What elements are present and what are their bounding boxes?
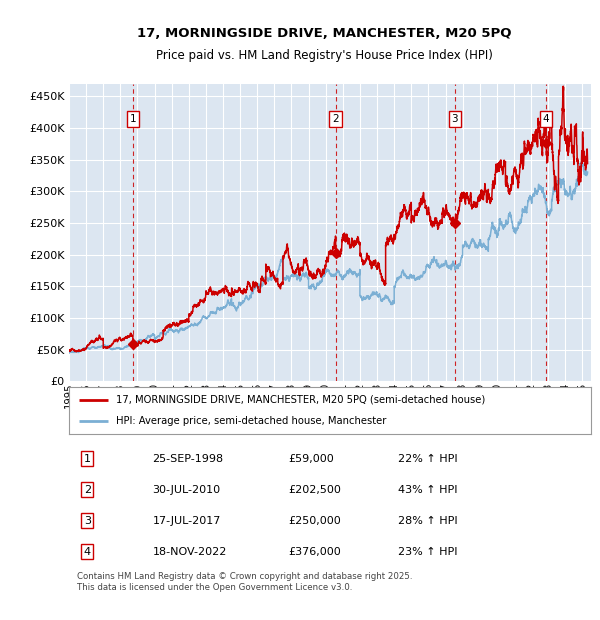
Text: 17, MORNINGSIDE DRIVE, MANCHESTER, M20 5PQ (semi-detached house): 17, MORNINGSIDE DRIVE, MANCHESTER, M20 5… [116, 395, 485, 405]
Text: 3: 3 [451, 115, 458, 125]
Text: 17-JUL-2017: 17-JUL-2017 [152, 516, 221, 526]
Text: £376,000: £376,000 [288, 547, 341, 557]
Text: 43% ↑ HPI: 43% ↑ HPI [398, 485, 457, 495]
Text: 3: 3 [84, 516, 91, 526]
Text: 1: 1 [130, 115, 136, 125]
Text: HPI: Average price, semi-detached house, Manchester: HPI: Average price, semi-detached house,… [116, 417, 386, 427]
Text: 23% ↑ HPI: 23% ↑ HPI [398, 547, 457, 557]
Text: 4: 4 [543, 115, 550, 125]
Text: 1: 1 [84, 454, 91, 464]
Text: 17, MORNINGSIDE DRIVE, MANCHESTER, M20 5PQ: 17, MORNINGSIDE DRIVE, MANCHESTER, M20 5… [137, 27, 511, 40]
Text: 4: 4 [84, 547, 91, 557]
Text: £250,000: £250,000 [288, 516, 341, 526]
Text: 28% ↑ HPI: 28% ↑ HPI [398, 516, 457, 526]
Text: Price paid vs. HM Land Registry's House Price Index (HPI): Price paid vs. HM Land Registry's House … [155, 49, 493, 62]
Text: Contains HM Land Registry data © Crown copyright and database right 2025.
This d: Contains HM Land Registry data © Crown c… [77, 572, 412, 591]
Text: 2: 2 [84, 485, 91, 495]
Text: 30-JUL-2010: 30-JUL-2010 [152, 485, 221, 495]
Text: £59,000: £59,000 [288, 454, 334, 464]
Text: 2: 2 [332, 115, 339, 125]
Text: 25-SEP-1998: 25-SEP-1998 [152, 454, 224, 464]
Text: 22% ↑ HPI: 22% ↑ HPI [398, 454, 457, 464]
Text: 18-NOV-2022: 18-NOV-2022 [152, 547, 227, 557]
Text: £202,500: £202,500 [288, 485, 341, 495]
